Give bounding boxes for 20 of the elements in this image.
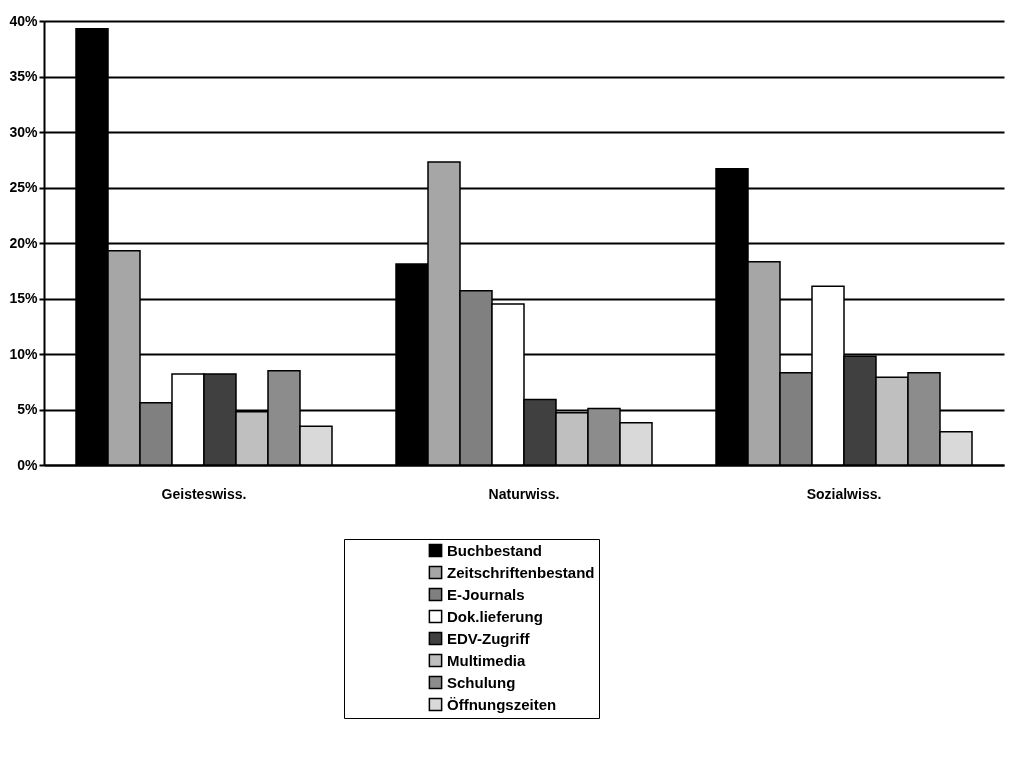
x-tick-label: Naturwiss. <box>488 485 560 502</box>
y-tick-label: 5% <box>17 401 39 417</box>
legend-label: EDV-Zugriff <box>447 629 531 647</box>
x-tick-label: Sozialwiss. <box>806 485 882 502</box>
legend-label: Schulung <box>447 673 516 691</box>
y-tick-label: 30% <box>9 123 39 140</box>
y-tick-label: 25% <box>9 179 39 195</box>
legend-label: Buchbestand <box>447 541 543 559</box>
legend-label: Öffnungszeiten <box>447 695 557 713</box>
y-tick-label: 40% <box>9 12 39 29</box>
legend-label: Multimedia <box>447 651 526 669</box>
y-tick-label: 0% <box>17 456 39 473</box>
y-tick-label: 20% <box>9 234 39 251</box>
legend-label: Zeitschriftenbestand <box>447 563 595 581</box>
x-tick-label: Geisteswiss. <box>161 485 247 502</box>
y-tick-label: 35% <box>9 68 39 84</box>
y-tick-label: 15% <box>9 290 39 306</box>
legend-label: E-Journals <box>447 585 525 603</box>
legend-label: Dok.lieferung <box>447 607 543 625</box>
y-tick-label: 10% <box>9 345 39 362</box>
